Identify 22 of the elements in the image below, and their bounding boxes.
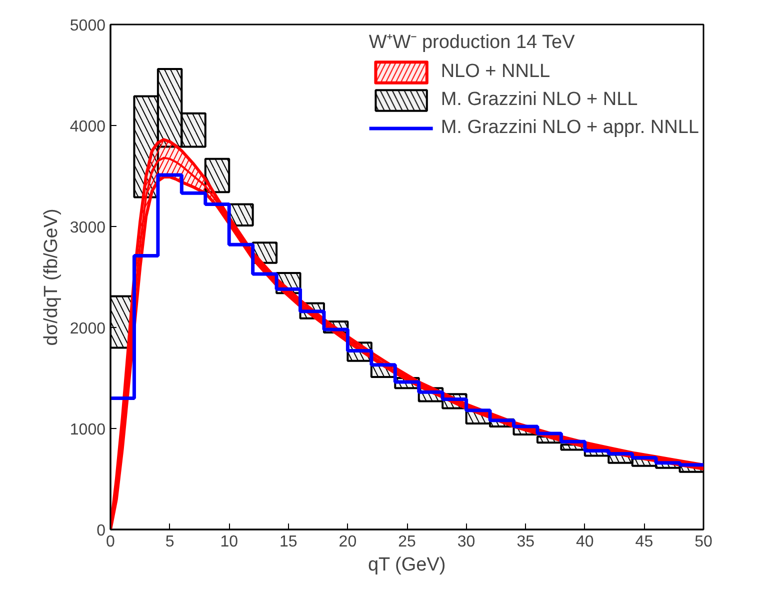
y-tick-label: 4000 bbox=[70, 118, 106, 136]
y-axis-title: dσ/dqT (fb/GeV) bbox=[40, 208, 62, 346]
legend-label: NLO + NNLL bbox=[440, 61, 550, 83]
x-tick-label: 40 bbox=[576, 534, 594, 550]
x-tick-label: 20 bbox=[338, 534, 357, 550]
legend-title: W⁺W⁻ production 14 TeV bbox=[368, 31, 576, 54]
y-tick-label: 3000 bbox=[70, 220, 106, 236]
x-axis-title: qT (GeV) bbox=[368, 554, 446, 576]
legend-label: M. Grazzini NLO + NLL bbox=[440, 89, 638, 111]
y-tick-label: 0 bbox=[96, 522, 106, 540]
y-tick-label: 1000 bbox=[70, 422, 106, 438]
x-tick-label: 30 bbox=[457, 534, 476, 550]
x-tick-label: 45 bbox=[635, 534, 654, 550]
x-tick-label: 5 bbox=[165, 534, 174, 550]
y-tick-label: 2000 bbox=[70, 320, 106, 338]
legend-label: M. Grazzini NLO + appr. NNLL bbox=[440, 117, 699, 139]
x-tick-label: 10 bbox=[220, 534, 238, 550]
x-tick-label: 35 bbox=[516, 534, 535, 550]
x-tick-label: 15 bbox=[280, 534, 298, 550]
y-tick-label: 5000 bbox=[70, 18, 106, 34]
x-tick-label: 25 bbox=[398, 534, 416, 550]
x-tick-label: 50 bbox=[694, 534, 712, 550]
